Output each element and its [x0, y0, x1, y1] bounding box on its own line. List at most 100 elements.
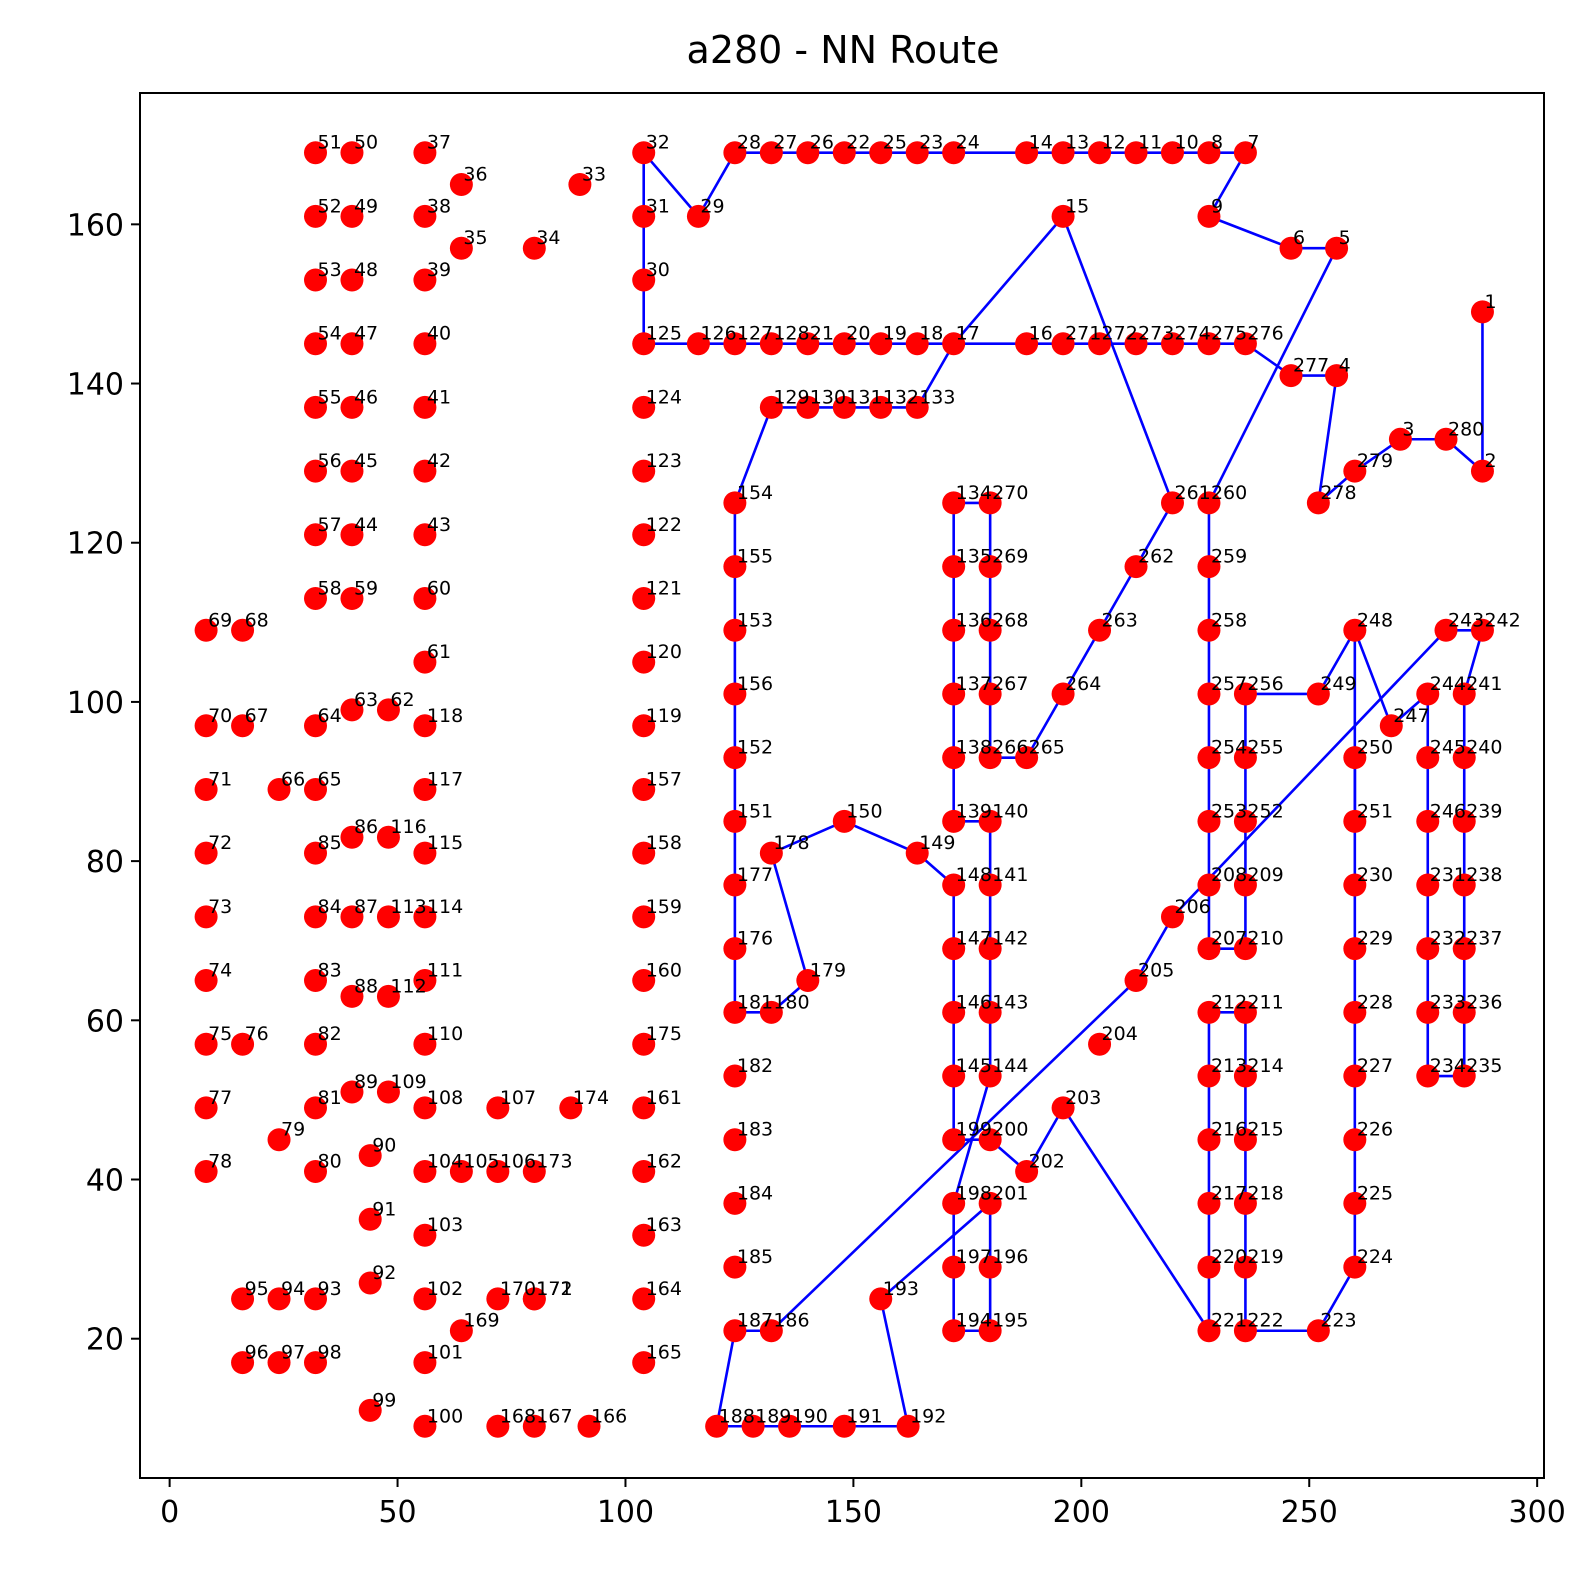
city-label-137: 137: [956, 673, 992, 695]
city-point-244: [1416, 682, 1440, 706]
city-point-152: [723, 746, 747, 770]
city-point-102: [413, 1287, 437, 1311]
route-segment: [879, 1297, 910, 1428]
city-label-101: 101: [427, 1342, 463, 1364]
city-point-243: [1434, 618, 1458, 642]
city-point-172: [522, 1287, 546, 1311]
city-label-231: 231: [1430, 864, 1466, 886]
city-label-66: 66: [281, 768, 305, 790]
city-label-135: 135: [956, 546, 992, 568]
city-point-106: [486, 1160, 510, 1184]
city-label-11: 11: [1138, 132, 1162, 154]
city-point-116: [376, 825, 400, 849]
city-point-105: [449, 1160, 473, 1184]
city-point-174: [559, 1096, 583, 1120]
city-point-32: [632, 141, 656, 165]
city-point-262: [1124, 555, 1148, 579]
city-point-140: [978, 809, 1002, 833]
city-point-34: [522, 236, 546, 260]
city-label-235: 235: [1466, 1055, 1502, 1077]
city-point-99: [358, 1398, 382, 1422]
city-point-237: [1452, 937, 1476, 961]
city-label-120: 120: [646, 641, 682, 663]
x-tick-label: 200: [1053, 1495, 1110, 1530]
city-label-69: 69: [208, 609, 232, 631]
city-label-223: 223: [1320, 1310, 1356, 1332]
city-label-131: 131: [846, 386, 882, 408]
city-label-71: 71: [208, 768, 232, 790]
city-label-201: 201: [992, 1182, 1028, 1204]
city-label-90: 90: [372, 1135, 396, 1157]
city-point-108: [413, 1096, 437, 1120]
city-label-151: 151: [737, 800, 773, 822]
city-label-125: 125: [646, 323, 682, 345]
city-point-27: [759, 141, 783, 165]
city-label-132: 132: [883, 386, 919, 408]
city-point-67: [231, 714, 255, 738]
city-point-239: [1452, 809, 1476, 833]
city-label-126: 126: [700, 323, 736, 345]
city-point-210: [1233, 937, 1257, 961]
city-point-119: [632, 714, 656, 738]
city-label-248: 248: [1357, 609, 1393, 631]
city-label-78: 78: [208, 1151, 232, 1173]
city-label-160: 160: [646, 960, 682, 982]
city-point-208: [1197, 873, 1221, 897]
city-label-203: 203: [1065, 1087, 1101, 1109]
city-point-187: [723, 1319, 747, 1343]
city-point-19: [869, 332, 893, 356]
city-label-266: 266: [992, 737, 1028, 759]
city-label-82: 82: [318, 1023, 342, 1045]
city-label-94: 94: [281, 1278, 305, 1300]
city-label-97: 97: [281, 1342, 305, 1364]
city-label-230: 230: [1357, 864, 1393, 886]
city-label-25: 25: [883, 132, 907, 154]
city-label-16: 16: [1029, 323, 1053, 345]
city-point-157: [632, 777, 656, 801]
city-label-49: 49: [354, 195, 378, 217]
city-point-268: [978, 618, 1002, 642]
city-point-101: [413, 1351, 437, 1375]
route-segment: [1171, 628, 1448, 919]
city-point-134: [942, 491, 966, 515]
city-label-133: 133: [919, 386, 955, 408]
city-label-113: 113: [390, 896, 426, 918]
city-label-250: 250: [1357, 737, 1393, 759]
city-point-229: [1343, 937, 1367, 961]
city-point-143: [978, 1000, 1002, 1024]
route-segment: [697, 151, 737, 218]
city-point-84: [304, 905, 327, 929]
city-label-187: 187: [737, 1310, 773, 1332]
city-label-262: 262: [1138, 546, 1174, 568]
city-label-79: 79: [281, 1119, 305, 1141]
city-label-161: 161: [646, 1087, 682, 1109]
city-point-42: [413, 459, 437, 483]
city-point-62: [376, 698, 400, 722]
city-label-196: 196: [992, 1246, 1028, 1268]
city-label-157: 157: [646, 768, 682, 790]
city-label-104: 104: [427, 1151, 463, 1173]
city-point-104: [413, 1160, 437, 1184]
city-point-227: [1343, 1064, 1367, 1088]
city-point-63: [340, 698, 364, 722]
city-point-135: [942, 555, 966, 579]
city-label-214: 214: [1247, 1055, 1283, 1077]
city-label-31: 31: [646, 195, 670, 217]
city-point-65: [304, 777, 327, 801]
city-point-1: [1470, 300, 1494, 324]
city-label-210: 210: [1247, 928, 1283, 950]
city-point-160: [632, 969, 656, 993]
city-point-28: [723, 141, 747, 165]
city-point-162: [632, 1160, 656, 1184]
city-label-8: 8: [1211, 132, 1223, 154]
city-label-81: 81: [318, 1087, 342, 1109]
city-point-218: [1233, 1191, 1257, 1215]
city-label-130: 130: [810, 386, 846, 408]
city-point-159: [632, 905, 656, 929]
city-label-271: 271: [1065, 323, 1101, 345]
city-label-109: 109: [390, 1071, 426, 1093]
city-label-145: 145: [956, 1055, 992, 1077]
city-label-247: 247: [1393, 705, 1429, 727]
city-label-53: 53: [318, 259, 342, 281]
city-point-252: [1233, 809, 1257, 833]
